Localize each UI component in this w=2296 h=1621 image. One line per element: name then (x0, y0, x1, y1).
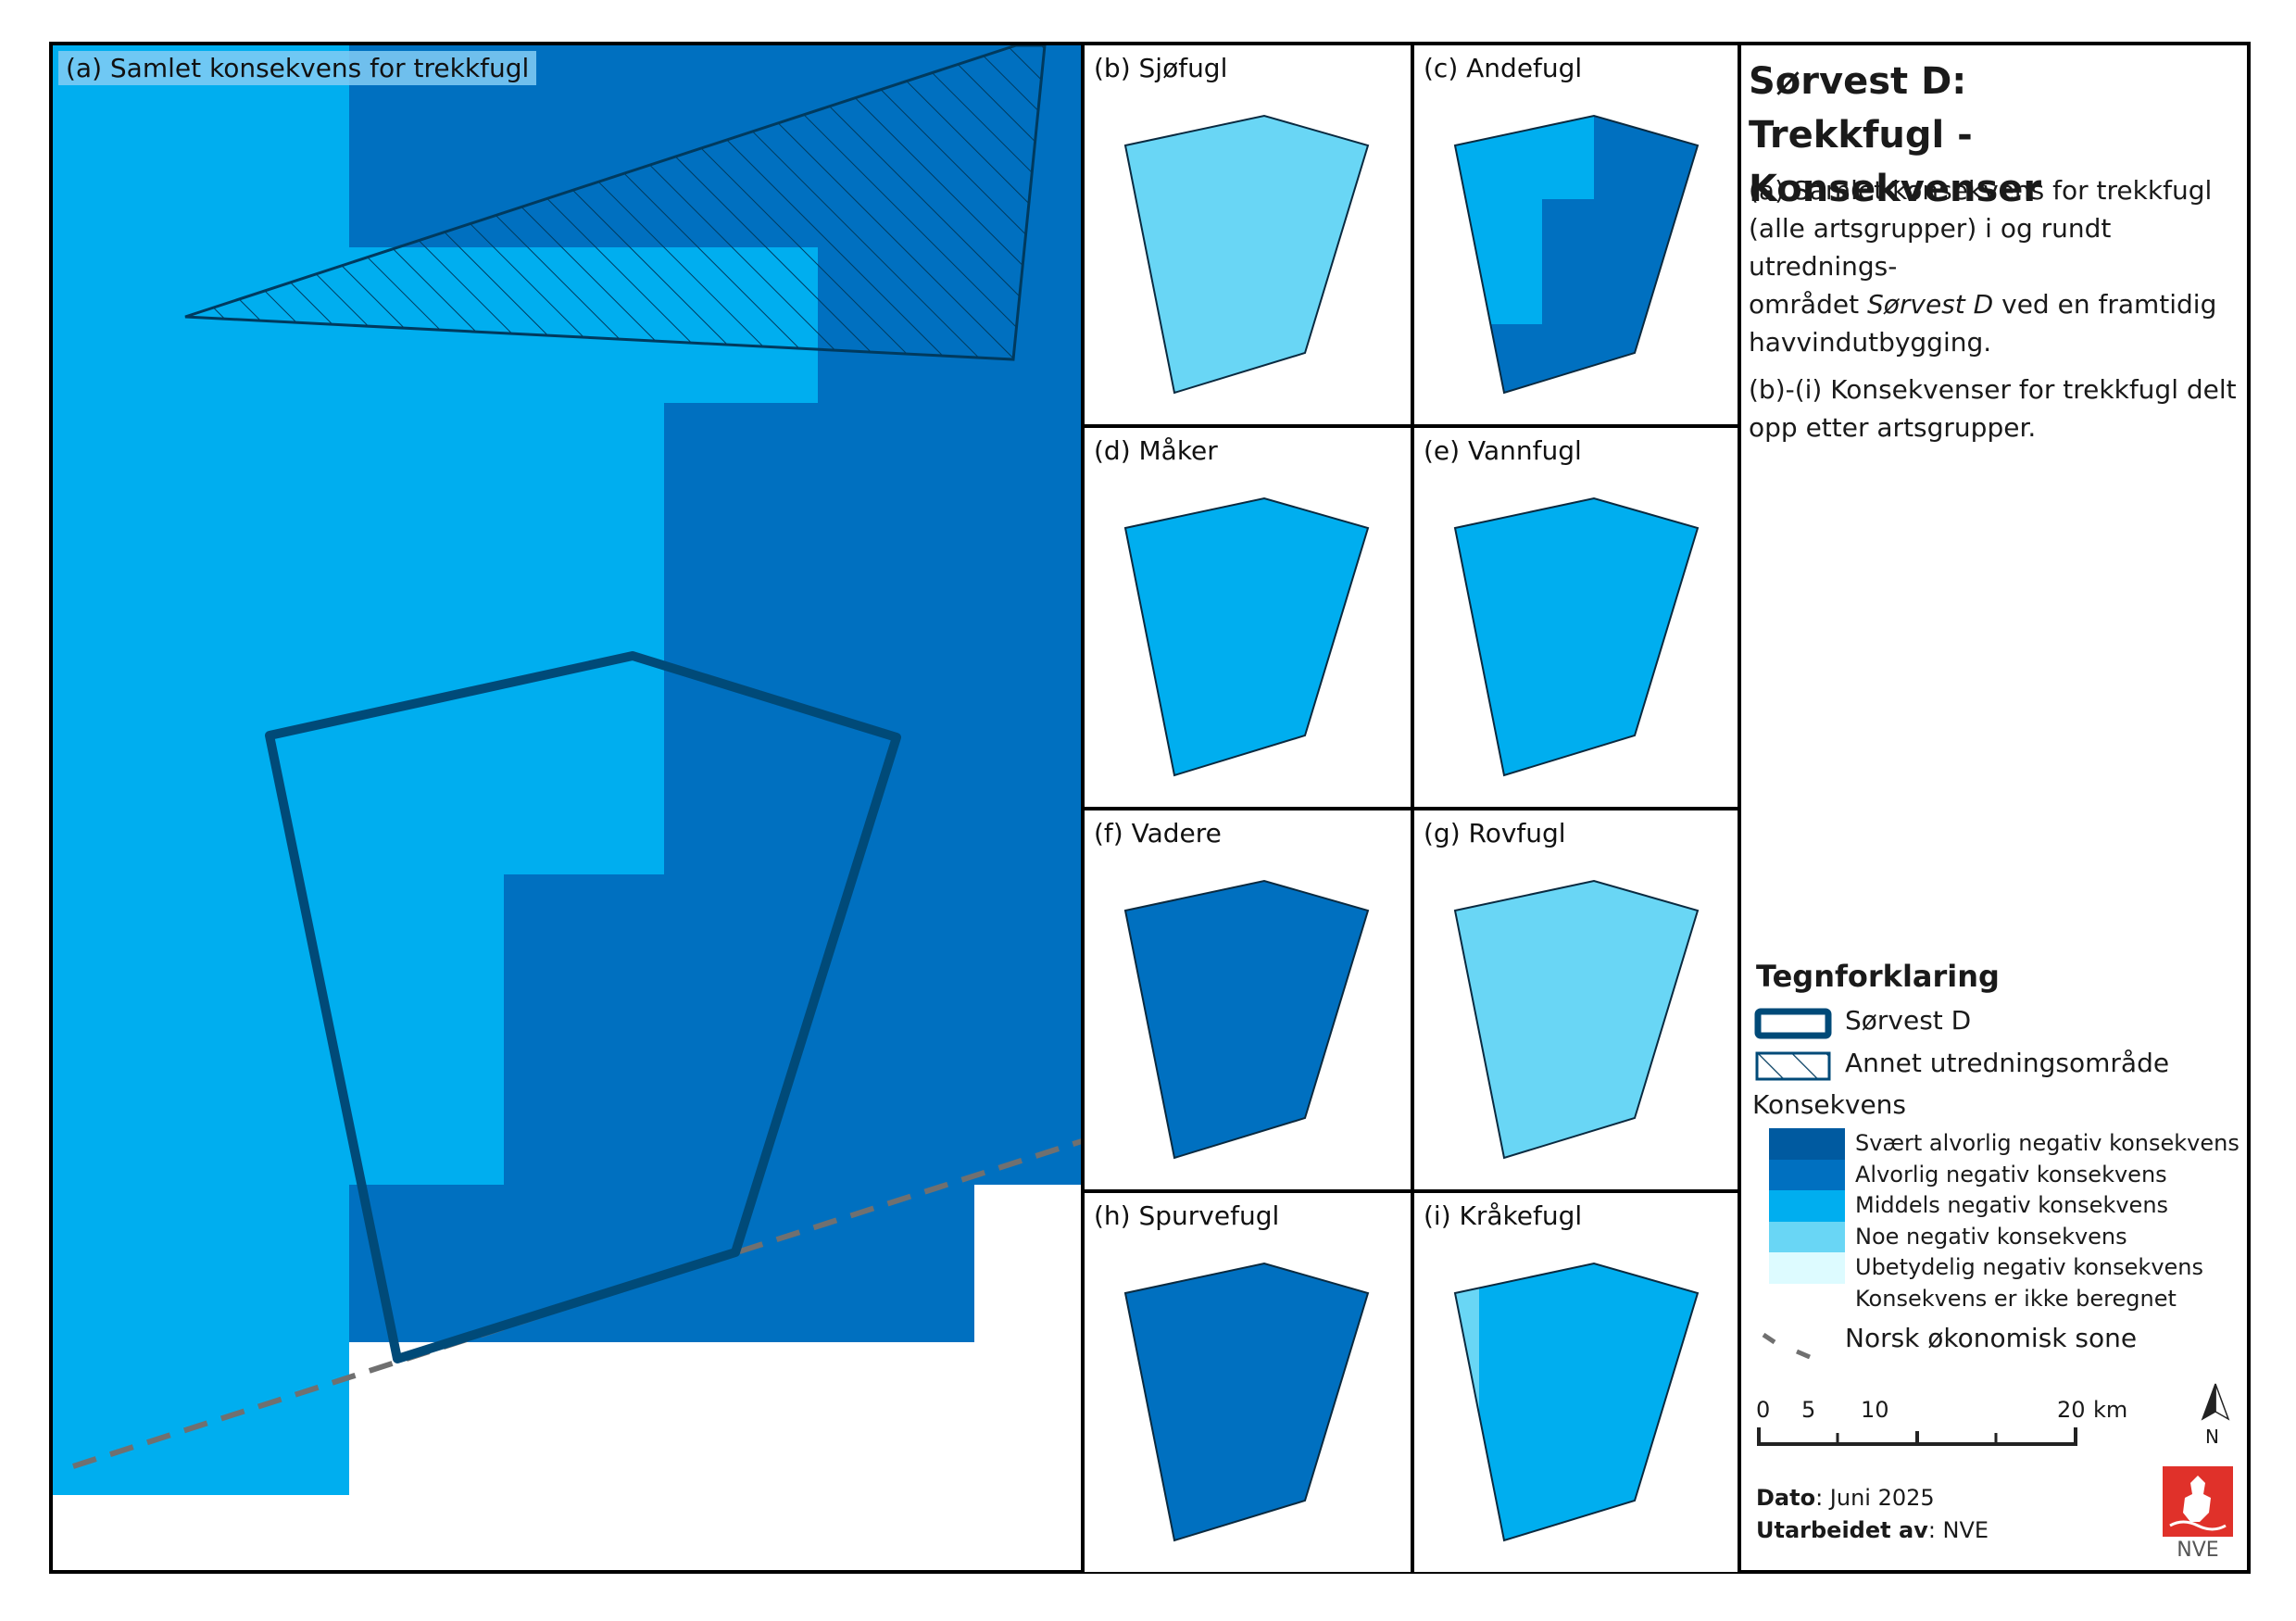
legend-other-area-label: Annet utredningsområde (1845, 1048, 2170, 1078)
north-arrow-icon (2201, 1383, 2230, 1421)
legend-konsekvens-title: Konsekvens (1752, 1089, 1907, 1120)
sorvest-d-outline (265, 651, 901, 1363)
map-description: (a) Samlet konsekvens for trekkfugl (all… (1749, 171, 2241, 456)
nve-logo-text: NVE (2177, 1539, 2219, 1562)
annet-utredningsomraade-hatch (184, 45, 1047, 361)
scale-tick-0: 0 (1756, 1397, 1771, 1423)
scale-tick-20: 20 (2057, 1397, 2086, 1423)
north-label: N (2205, 1426, 2219, 1448)
panel-a-main-map: (a) Samlet konsekvens for trekkfugl (53, 45, 1082, 1570)
panel-a-label: (a) Samlet konsekvens for trekkfugl (58, 51, 537, 85)
panel-d: (d) Måker (1085, 428, 1411, 807)
panel-c-map (1453, 114, 1700, 395)
panel-h-map (1123, 1262, 1370, 1542)
legend-swatch-1 (1769, 1159, 1845, 1191)
legend-swatch-2 (1769, 1190, 1845, 1222)
date-value: : Juni 2025 (1815, 1485, 1935, 1511)
map-title-line2: Trekkfugl - Konsekvenser (1749, 114, 2042, 210)
panel-e-map (1453, 496, 1700, 777)
legend-class-label: Noe negativ konsekvens (1855, 1223, 2127, 1250)
panel-i-label: (i) Kråkefugl (1424, 1200, 1583, 1231)
scalebar-line (1757, 1427, 2077, 1446)
divider-row-3 (1081, 1189, 1739, 1193)
panel-f: (f) Vadere (1085, 810, 1411, 1189)
panel-d-map (1123, 496, 1370, 777)
panel-g-map (1453, 879, 1700, 1160)
legend-swatch-3 (1769, 1221, 1845, 1253)
panel-g: (g) Rovfugl (1414, 810, 1740, 1189)
sidebar: Sørvest D: Trekkfugl - Konsekvenser (a) … (1739, 42, 2251, 1574)
main-map-svg (53, 45, 1082, 1495)
panel-g-label: (g) Rovfugl (1424, 818, 1566, 848)
author-line: Utarbeidet av: NVE (1756, 1517, 1989, 1543)
panel-d-label: (d) Måker (1094, 435, 1218, 466)
description-a: (a) Samlet konsekvens for trekkfugl (all… (1749, 171, 2241, 361)
scale-unit: km (2093, 1397, 2128, 1423)
date-line: Dato: Juni 2025 (1756, 1485, 1935, 1511)
map-frame (49, 42, 2251, 1574)
panel-e-label: (e) Vannfugl (1424, 435, 1582, 466)
scale-tick-10: 10 (1861, 1397, 1889, 1423)
panel-c-label: (c) Andefugl (1424, 53, 1583, 83)
legend-swatch-4 (1769, 1252, 1845, 1284)
nve-logo: NVE (2163, 1466, 2233, 1566)
description-a-line3-post: ved en framtidig (1993, 289, 2217, 320)
divider-row-1 (1081, 424, 1739, 428)
divider-small-side (1738, 42, 1741, 1574)
panel-b-label: (b) Sjøfugl (1094, 53, 1228, 83)
panel-c: (c) Andefugl (1414, 45, 1740, 424)
panel-e: (e) Vannfugl (1414, 428, 1740, 807)
legend-class-label: Alvorlig negativ konsekvens (1855, 1161, 2167, 1187)
description-b-line1: (b)-(i) Konsekvenser for trekkfugl delt (1749, 374, 2237, 405)
legend-other-area-symbol (1755, 1051, 1831, 1081)
description-b: (b)-(i) Konsekvenser for trekkfugl delt … (1749, 371, 2241, 446)
description-a-area-name: Sørvest D (1866, 289, 1994, 320)
legend-class-label: Konsekvens er ikke beregnet (1855, 1285, 2177, 1312)
legend-area-symbol (1754, 1008, 1832, 1039)
alvorlig-zone (349, 45, 1082, 1342)
author-value: : NVE (1927, 1517, 1989, 1543)
panel-i-map (1453, 1262, 1700, 1542)
description-b-line2: opp etter artsgrupper. (1749, 412, 2037, 443)
panel-f-label: (f) Vadere (1094, 818, 1222, 848)
panel-h: (h) Spurvefugl (1085, 1193, 1411, 1572)
description-a-line4: havvindutbygging. (1749, 327, 1992, 358)
legend-class-label: Svært alvorlig negativ konsekvens (1855, 1130, 2240, 1156)
legend-eez-symbol (1762, 1332, 1811, 1359)
nve-lion-emblem-icon (2163, 1466, 2233, 1537)
panel-b: (b) Sjøfugl (1085, 45, 1411, 424)
author-label: Utarbeidet av (1756, 1517, 1928, 1543)
legend-area-label: Sørvest D (1845, 1005, 1972, 1036)
divider-row-2 (1081, 807, 1739, 810)
description-a-line1: (a) Samlet konsekvens for trekkfugl (1749, 175, 2213, 206)
map-title-line1: Sørvest D: (1749, 60, 1967, 103)
panel-f-map (1123, 879, 1370, 1160)
panel-b-map (1123, 114, 1370, 395)
panel-h-label: (h) Spurvefugl (1094, 1200, 1280, 1231)
map-title: Sørvest D: Trekkfugl - Konsekvenser (1749, 55, 2249, 216)
panel-i: (i) Kråkefugl (1414, 1193, 1740, 1572)
norsk-okonomisk-sone-line (72, 1138, 1082, 1469)
legend-swatch-0 (1769, 1128, 1845, 1160)
description-a-line2: (alle artsgrupper) i og rundt utrednings… (1749, 213, 2112, 282)
legend-title: Tegnforklaring (1756, 959, 2000, 994)
description-a-line3-pre: området (1749, 289, 1867, 320)
legend-swatch-5 (1769, 1283, 1845, 1315)
scale-tick-5: 5 (1801, 1397, 1816, 1423)
legend-eez-label: Norsk økonomisk sone (1845, 1323, 2138, 1353)
legend-class-label: Ubetydelig negativ konsekvens (1855, 1254, 2203, 1280)
date-label: Dato (1756, 1485, 1816, 1511)
legend-class-label: Middels negativ konsekvens (1855, 1192, 2169, 1218)
